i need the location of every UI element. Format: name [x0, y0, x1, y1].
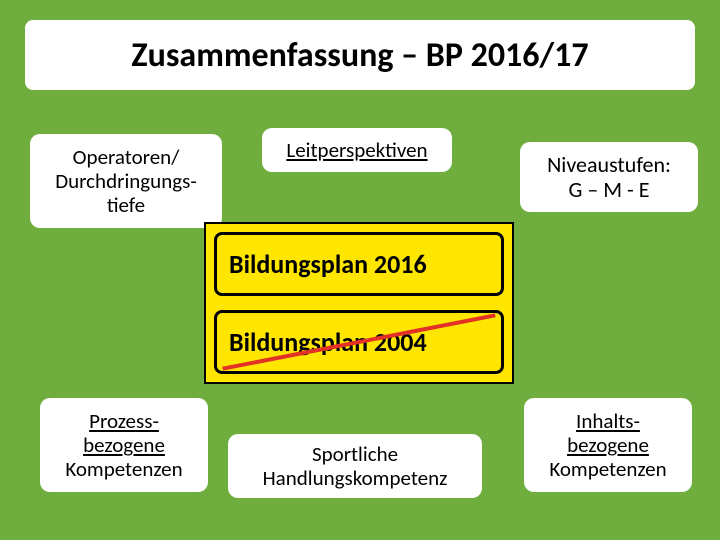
pill-sportliche: SportlicheHandlungskompetenz: [228, 434, 482, 498]
title-bar: Zusammenfassung – BP 2016/17: [25, 20, 695, 90]
sign-row-bildungsplan-2016: Bildungsplan 2016: [214, 232, 504, 296]
pill-inhalts: Inhalts-bezogeneKompetenzen: [524, 398, 692, 492]
pill-leitperspektiven: Leitperspektiven: [262, 128, 452, 172]
title-text: Zusammenfassung – BP 2016/17: [131, 35, 588, 76]
pill-niveaustufen: Niveaustufen:G – M - E: [520, 142, 698, 212]
pill-prozess: Prozess-bezogeneKompetenzen: [40, 398, 208, 492]
sign-row-bildungsplan-2004: Bildungsplan 2004: [214, 310, 504, 374]
sign-row-1-text: Bildungsplan 2004: [229, 326, 427, 358]
sign-row-0-text: Bildungsplan 2016: [229, 248, 427, 280]
pill-operatoren: Operatoren/Durchdringungs-tiefe: [30, 134, 222, 228]
